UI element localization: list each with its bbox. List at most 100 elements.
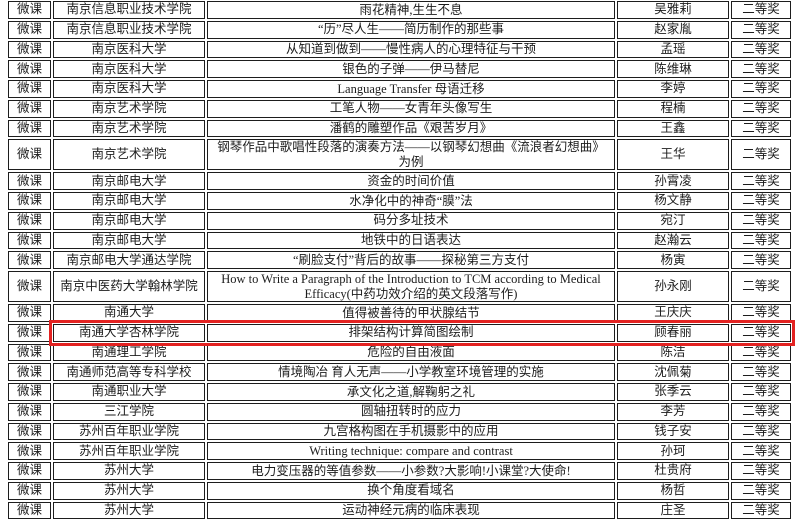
cell-category: 微课 <box>8 99 51 118</box>
cell-author: 孟瑶 <box>617 40 729 59</box>
cell-author: 孙霄凌 <box>617 172 729 190</box>
cell-author: 宛汀 <box>617 211 729 230</box>
cell-author: 陈洁 <box>617 343 729 362</box>
cell-category: 微课 <box>8 251 51 269</box>
cell-school: 南京医科大学 <box>53 60 205 78</box>
cell-award: 二等奖 <box>731 363 791 381</box>
table-row: 微课 南京邮电大学通达学院 “刷脸支付”背后的故事——探秘第三方支付 杨寅 二等… <box>8 251 791 269</box>
cell-school: 苏州百年职业学院 <box>53 422 205 441</box>
cell-category: 微课 <box>8 363 51 381</box>
cell-title: 码分多址技术 <box>207 211 615 230</box>
table-row: 微课 南京医科大学 从知道到做到——慢性病人的心理特征与干预 孟瑶 二等奖 <box>8 40 791 59</box>
cell-author: 杜贵府 <box>617 462 729 480</box>
cell-award: 二等奖 <box>731 192 791 210</box>
table-row: 微课 苏州大学 换个角度看域名 杨哲 二等奖 <box>8 481 791 500</box>
cell-award: 二等奖 <box>731 323 791 342</box>
cell-award: 二等奖 <box>731 271 791 302</box>
cell-category: 微课 <box>8 20 51 39</box>
cell-author: 赵瀚云 <box>617 231 729 250</box>
cell-author: 庄圣 <box>617 501 729 520</box>
cell-school: 三江学院 <box>53 402 205 421</box>
cell-title: 九宫格构图在手机摄影中的应用 <box>207 422 615 441</box>
cell-category: 微课 <box>8 172 51 190</box>
cell-category: 微课 <box>8 343 51 362</box>
cell-category: 微课 <box>8 462 51 480</box>
cell-author: 杨哲 <box>617 481 729 500</box>
cell-title: 雨花精神,生生不息 <box>207 1 615 19</box>
cell-title: Language Transfer 母语迁移 <box>207 80 615 98</box>
cell-school: 南通大学 <box>53 304 205 322</box>
cell-category: 微课 <box>8 323 51 342</box>
cell-award: 二等奖 <box>731 99 791 118</box>
table-row: 微课 南京信息职业技术学院 雨花精神,生生不息 吴雅莉 二等奖 <box>8 1 791 19</box>
cell-category: 微课 <box>8 501 51 520</box>
cell-category: 微课 <box>8 402 51 421</box>
cell-award: 二等奖 <box>731 80 791 98</box>
cell-title: 资金的时间价值 <box>207 172 615 190</box>
table-row: 微课 南京医科大学 Language Transfer 母语迁移 李婷 二等奖 <box>8 80 791 98</box>
cell-award: 二等奖 <box>731 462 791 480</box>
cell-school: 南京医科大学 <box>53 80 205 98</box>
table-row: 微课 苏州大学 电力变压器的等值参数——小参数?大影响!小课堂?大使命! 杜贵府… <box>8 462 791 480</box>
cell-school: 南京邮电大学 <box>53 172 205 190</box>
cell-title: 情境陶冶 育人无声——小学教室环境管理的实施 <box>207 363 615 381</box>
table-row: 微课 南通职业大学 承文化之道,解鞠躬之礼 张季云 二等奖 <box>8 383 791 401</box>
cell-school: 南通师范高等专科学校 <box>53 363 205 381</box>
cell-school: 南京邮电大学 <box>53 192 205 210</box>
cell-author: 张季云 <box>617 383 729 401</box>
cell-author: 程楠 <box>617 99 729 118</box>
cell-category: 微课 <box>8 231 51 250</box>
table-row: 微课 南通理工学院 危险的自由液面 陈洁 二等奖 <box>8 343 791 362</box>
cell-author: 王庆庆 <box>617 304 729 322</box>
cell-category: 微课 <box>8 442 51 460</box>
cell-school: 南京中医药大学翰林学院 <box>53 271 205 302</box>
cell-category: 微课 <box>8 40 51 59</box>
cell-author: 孙珂 <box>617 442 729 460</box>
cell-school: 南京邮电大学 <box>53 211 205 230</box>
cell-award: 二等奖 <box>731 442 791 460</box>
cell-award: 二等奖 <box>731 60 791 78</box>
cell-title: 危险的自由液面 <box>207 343 615 362</box>
cell-award: 二等奖 <box>731 402 791 421</box>
cell-award: 二等奖 <box>731 119 791 138</box>
cell-author: 陈维琳 <box>617 60 729 78</box>
cell-title: 银色的子弹——伊马替尼 <box>207 60 615 78</box>
cell-title: “刷脸支付”背后的故事——探秘第三方支付 <box>207 251 615 269</box>
cell-title: 地铁中的日语表达 <box>207 231 615 250</box>
table-row: 微课 南京艺术学院 潘鹤的雕塑作品《艰苦岁月》 王鑫 二等奖 <box>8 119 791 138</box>
table-row: 微课 苏州大学 运动神经元病的临床表现 庄圣 二等奖 <box>8 501 791 520</box>
cell-award: 二等奖 <box>731 501 791 520</box>
cell-author: 赵家胤 <box>617 20 729 39</box>
cell-category: 微课 <box>8 1 51 19</box>
cell-category: 微课 <box>8 211 51 230</box>
cell-category: 微课 <box>8 139 51 171</box>
awards-table-body: 微课 南京信息职业技术学院 雨花精神,生生不息 吴雅莉 二等奖 微课 南京信息职… <box>8 1 791 520</box>
cell-author: 吴雅莉 <box>617 1 729 19</box>
table-row: 微课 三江学院 圆轴扭转时的应力 李芳 二等奖 <box>8 402 791 421</box>
table-row: 微课 南通大学 值得被善待的甲状腺结节 王庆庆 二等奖 <box>8 304 791 322</box>
cell-award: 二等奖 <box>731 481 791 500</box>
table-row: 微课 南京医科大学 银色的子弹——伊马替尼 陈维琳 二等奖 <box>8 60 791 78</box>
cell-school: 南京艺术学院 <box>53 119 205 138</box>
cell-award: 二等奖 <box>731 1 791 19</box>
cell-school: 南通大学杏林学院 <box>53 323 205 342</box>
cell-title: 排架结构计算简图绘制 <box>207 323 615 342</box>
cell-title: 电力变压器的等值参数——小参数?大影响!小课堂?大使命! <box>207 462 615 480</box>
cell-award: 二等奖 <box>731 422 791 441</box>
cell-author: 顾春丽 <box>617 323 729 342</box>
cell-title: 钢琴作品中歌唱性段落的演奏方法——以钢琴幻想曲《流浪者幻想曲》为例 <box>207 139 615 171</box>
cell-category: 微课 <box>8 119 51 138</box>
table-row: 微课 苏州百年职业学院 九宫格构图在手机摄影中的应用 钱子安 二等奖 <box>8 422 791 441</box>
cell-category: 微课 <box>8 271 51 302</box>
cell-school: 南通职业大学 <box>53 383 205 401</box>
cell-school: 南京医科大学 <box>53 40 205 59</box>
cell-title: How to Write a Paragraph of the Introduc… <box>207 271 615 302</box>
table-row: 微课 南京邮电大学 水净化中的神奇“膜”法 杨文静 二等奖 <box>8 192 791 210</box>
cell-author: 沈佩菊 <box>617 363 729 381</box>
cell-author: 李婷 <box>617 80 729 98</box>
cell-school: 南京信息职业技术学院 <box>53 20 205 39</box>
cell-author: 王鑫 <box>617 119 729 138</box>
cell-school: 南通理工学院 <box>53 343 205 362</box>
cell-award: 二等奖 <box>731 20 791 39</box>
cell-school: 南京邮电大学通达学院 <box>53 251 205 269</box>
